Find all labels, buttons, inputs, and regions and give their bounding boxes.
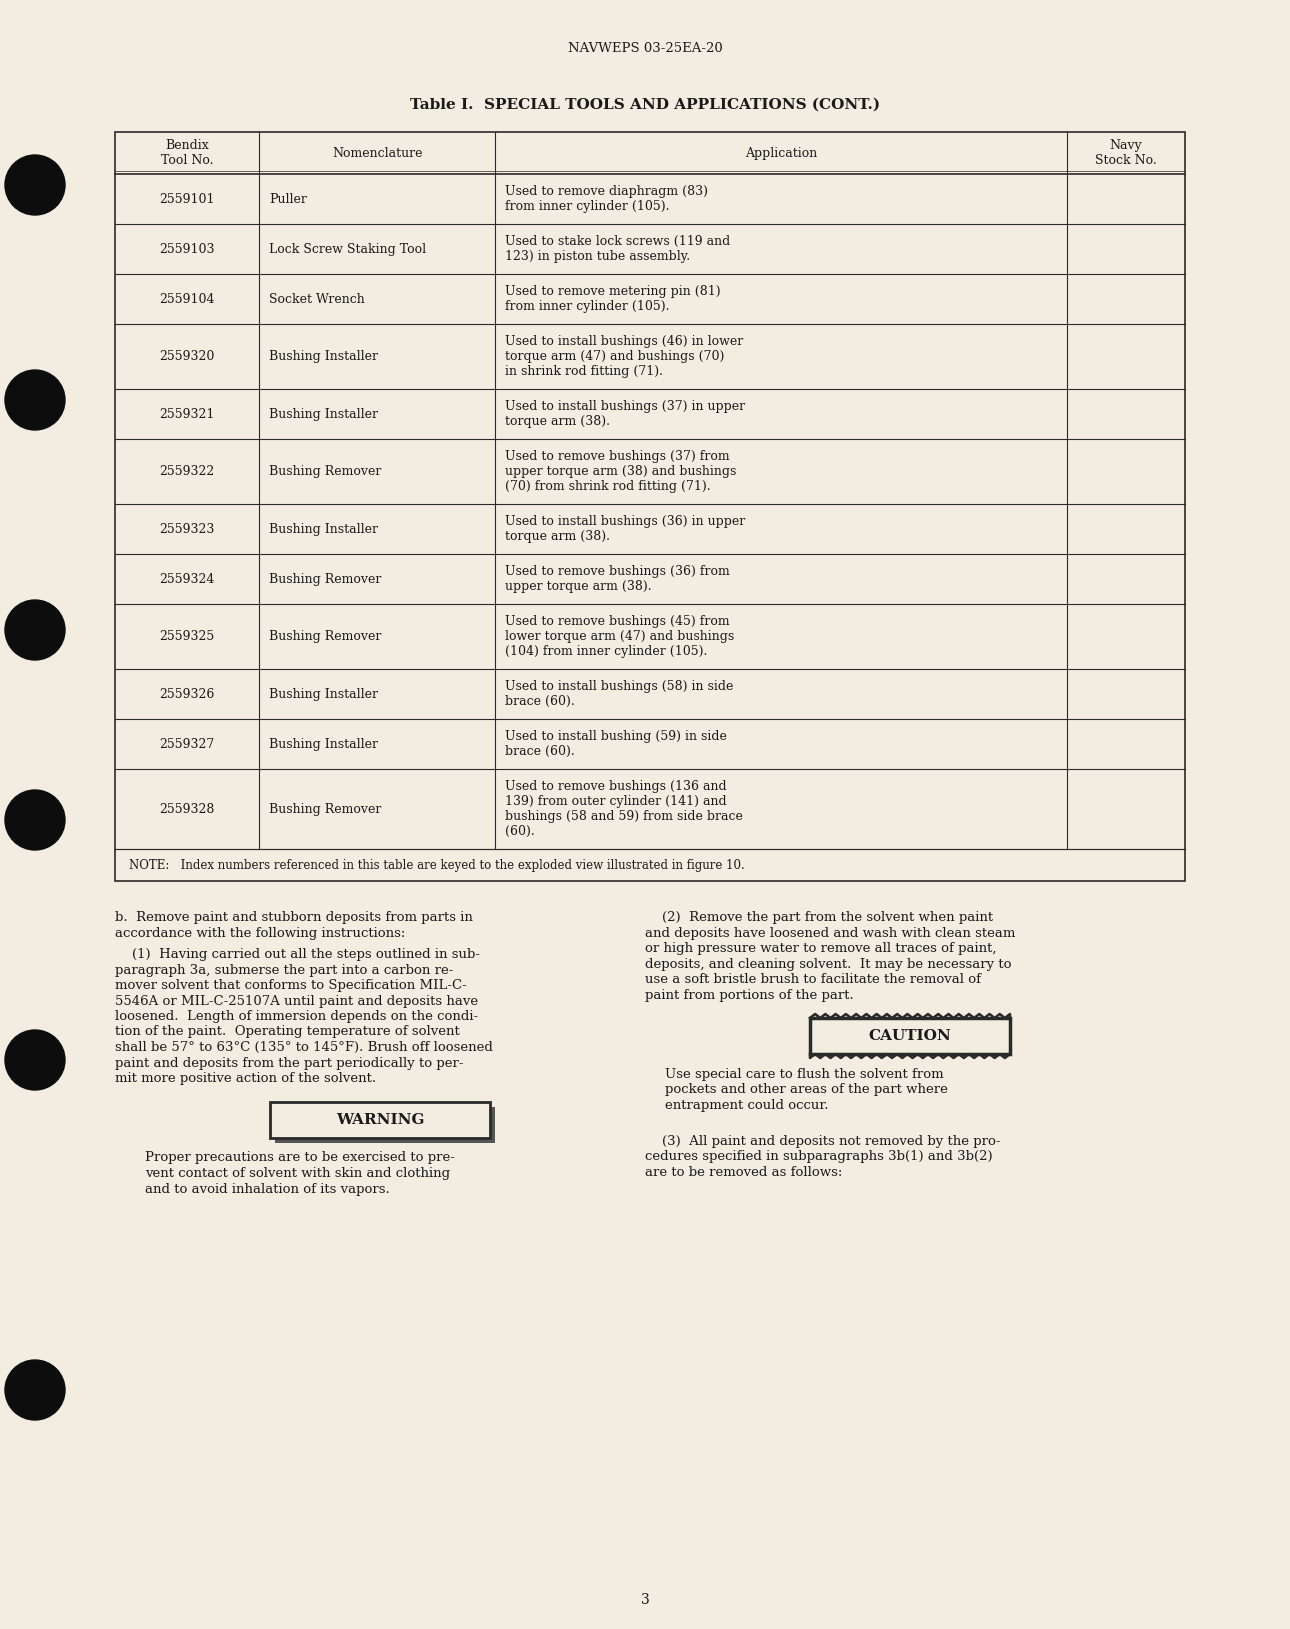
Text: Application: Application bbox=[744, 147, 817, 160]
FancyBboxPatch shape bbox=[810, 1018, 1010, 1054]
Text: entrapment could occur.: entrapment could occur. bbox=[666, 1100, 828, 1113]
Text: b.  Remove paint and stubborn deposits from parts in: b. Remove paint and stubborn deposits fr… bbox=[115, 911, 473, 924]
Text: deposits, and cleaning solvent.  It may be necessary to: deposits, and cleaning solvent. It may b… bbox=[645, 958, 1011, 971]
Text: Bushing Installer: Bushing Installer bbox=[270, 350, 378, 363]
Text: tion of the paint.  Operating temperature of solvent: tion of the paint. Operating temperature… bbox=[115, 1026, 459, 1039]
Text: Used to install bushings (58) in side
brace (60).: Used to install bushings (58) in side br… bbox=[504, 679, 733, 709]
Text: mit more positive action of the solvent.: mit more positive action of the solvent. bbox=[115, 1072, 377, 1085]
Text: Bushing Remover: Bushing Remover bbox=[270, 630, 382, 643]
Text: 2559321: 2559321 bbox=[160, 407, 215, 420]
Text: paragraph 3a, submerse the part into a carbon re-: paragraph 3a, submerse the part into a c… bbox=[115, 963, 453, 976]
Text: 2559322: 2559322 bbox=[160, 464, 215, 477]
Text: 2559101: 2559101 bbox=[160, 192, 215, 205]
Text: Used to remove bushings (36) from
upper torque arm (38).: Used to remove bushings (36) from upper … bbox=[504, 565, 730, 593]
Circle shape bbox=[5, 370, 64, 430]
Text: and deposits have loosened and wash with clean steam: and deposits have loosened and wash with… bbox=[645, 927, 1015, 940]
Text: paint from portions of the part.: paint from portions of the part. bbox=[645, 989, 854, 1002]
Text: 5546A or MIL-C-25107A until paint and deposits have: 5546A or MIL-C-25107A until paint and de… bbox=[115, 994, 479, 1007]
Text: and to avoid inhalation of its vapors.: and to avoid inhalation of its vapors. bbox=[144, 1183, 390, 1196]
Text: Bushing Installer: Bushing Installer bbox=[270, 687, 378, 700]
Text: (2)  Remove the part from the solvent when paint: (2) Remove the part from the solvent whe… bbox=[645, 911, 993, 924]
Text: Table I.  SPECIAL TOOLS AND APPLICATIONS (CONT.): Table I. SPECIAL TOOLS AND APPLICATIONS … bbox=[410, 98, 880, 112]
Text: Used to remove bushings (136 and
139) from outer cylinder (141) and
bushings (58: Used to remove bushings (136 and 139) fr… bbox=[504, 780, 743, 837]
Text: Used to install bushings (46) in lower
torque arm (47) and bushings (70)
in shri: Used to install bushings (46) in lower t… bbox=[504, 336, 743, 378]
Bar bbox=[270, 1101, 490, 1137]
Text: Bushing Remover: Bushing Remover bbox=[270, 803, 382, 816]
Text: Used to remove bushings (37) from
upper torque arm (38) and bushings
(70) from s: Used to remove bushings (37) from upper … bbox=[504, 450, 737, 494]
Text: Used to remove diaphragm (83)
from inner cylinder (105).: Used to remove diaphragm (83) from inner… bbox=[504, 186, 708, 213]
Text: accordance with the following instructions:: accordance with the following instructio… bbox=[115, 927, 405, 940]
Text: Bushing Installer: Bushing Installer bbox=[270, 407, 378, 420]
Text: loosened.  Length of immersion depends on the condi-: loosened. Length of immersion depends on… bbox=[115, 1010, 479, 1023]
Text: Lock Screw Staking Tool: Lock Screw Staking Tool bbox=[270, 243, 427, 256]
Circle shape bbox=[5, 1360, 64, 1420]
Text: Puller: Puller bbox=[270, 192, 307, 205]
Text: Used to install bushings (36) in upper
torque arm (38).: Used to install bushings (36) in upper t… bbox=[504, 515, 746, 542]
Text: cedures specified in subparagraphs 3b(1) and 3b(2): cedures specified in subparagraphs 3b(1)… bbox=[645, 1150, 992, 1163]
Text: Used to install bushings (37) in upper
torque arm (38).: Used to install bushings (37) in upper t… bbox=[504, 401, 746, 428]
Text: 2559326: 2559326 bbox=[160, 687, 215, 700]
Text: Bushing Remover: Bushing Remover bbox=[270, 572, 382, 585]
Bar bbox=[275, 1106, 495, 1142]
Text: Bendix
Tool No.: Bendix Tool No. bbox=[161, 138, 213, 168]
Text: Proper precautions are to be exercised to pre-: Proper precautions are to be exercised t… bbox=[144, 1152, 455, 1165]
Text: 2559320: 2559320 bbox=[160, 350, 215, 363]
Text: 2559325: 2559325 bbox=[160, 630, 215, 643]
Text: 2559328: 2559328 bbox=[160, 803, 215, 816]
Text: Nomenclature: Nomenclature bbox=[332, 147, 422, 160]
Text: Bushing Installer: Bushing Installer bbox=[270, 523, 378, 536]
Text: pockets and other areas of the part where: pockets and other areas of the part wher… bbox=[666, 1083, 948, 1096]
Circle shape bbox=[5, 599, 64, 660]
Text: Used to remove bushings (45) from
lower torque arm (47) and bushings
(104) from : Used to remove bushings (45) from lower … bbox=[504, 616, 734, 658]
Text: mover solvent that conforms to Specification MIL-C-: mover solvent that conforms to Specifica… bbox=[115, 979, 467, 992]
Circle shape bbox=[5, 155, 64, 215]
Text: shall be 57° to 63°C (135° to 145°F). Brush off loosened: shall be 57° to 63°C (135° to 145°F). Br… bbox=[115, 1041, 493, 1054]
Text: Used to stake lock screws (119 and
123) in piston tube assembly.: Used to stake lock screws (119 and 123) … bbox=[504, 235, 730, 262]
Text: are to be removed as follows:: are to be removed as follows: bbox=[645, 1165, 842, 1178]
Text: WARNING: WARNING bbox=[335, 1113, 424, 1127]
Text: NOTE:   Index numbers referenced in this table are keyed to the exploded view il: NOTE: Index numbers referenced in this t… bbox=[129, 858, 744, 872]
Circle shape bbox=[5, 790, 64, 850]
Text: Navy
Stock No.: Navy Stock No. bbox=[1095, 138, 1157, 168]
Text: Socket Wrench: Socket Wrench bbox=[270, 293, 365, 306]
Text: 2559323: 2559323 bbox=[160, 523, 215, 536]
Text: use a soft bristle brush to facilitate the removal of: use a soft bristle brush to facilitate t… bbox=[645, 973, 980, 986]
Text: 2559104: 2559104 bbox=[160, 293, 215, 306]
Text: NAVWEPS 03-25EA-20: NAVWEPS 03-25EA-20 bbox=[568, 41, 722, 54]
Text: (1)  Having carried out all the steps outlined in sub-: (1) Having carried out all the steps out… bbox=[115, 948, 480, 961]
Text: Used to remove metering pin (81)
from inner cylinder (105).: Used to remove metering pin (81) from in… bbox=[504, 285, 721, 313]
Text: Use special care to flush the solvent from: Use special care to flush the solvent fr… bbox=[666, 1069, 943, 1082]
Text: (3)  All paint and deposits not removed by the pro-: (3) All paint and deposits not removed b… bbox=[645, 1134, 1001, 1147]
Text: Bushing Installer: Bushing Installer bbox=[270, 738, 378, 751]
Text: Bushing Remover: Bushing Remover bbox=[270, 464, 382, 477]
Text: 2559103: 2559103 bbox=[160, 243, 215, 256]
Text: 2559324: 2559324 bbox=[160, 572, 215, 585]
Text: paint and deposits from the part periodically to per-: paint and deposits from the part periodi… bbox=[115, 1057, 463, 1070]
Text: CAUTION: CAUTION bbox=[868, 1030, 952, 1043]
Bar bbox=[115, 132, 1186, 881]
Text: or high pressure water to remove all traces of paint,: or high pressure water to remove all tra… bbox=[645, 942, 996, 955]
Circle shape bbox=[5, 1030, 64, 1090]
Text: 2559327: 2559327 bbox=[160, 738, 215, 751]
Text: 3: 3 bbox=[641, 1593, 649, 1606]
Text: Used to install bushing (59) in side
brace (60).: Used to install bushing (59) in side bra… bbox=[504, 730, 726, 757]
Text: vent contact of solvent with skin and clothing: vent contact of solvent with skin and cl… bbox=[144, 1166, 450, 1179]
Polygon shape bbox=[810, 1013, 1010, 1057]
